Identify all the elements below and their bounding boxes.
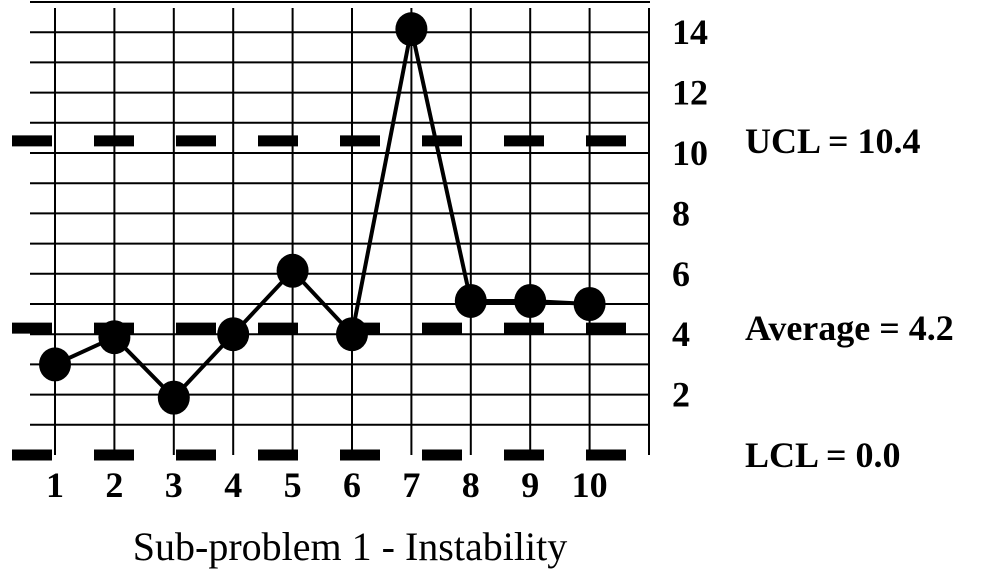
data-point [395, 12, 428, 47]
data-point [514, 283, 547, 318]
data-series [39, 12, 606, 415]
x-tick-label: 1 [46, 465, 64, 505]
data-point [39, 347, 71, 382]
data-point [98, 320, 131, 355]
control-limit-ucl-label: UCL = 10.4 [745, 121, 921, 161]
x-tick-label: 6 [343, 465, 361, 505]
data-point [454, 283, 487, 318]
y-tick-label: 12 [672, 73, 708, 113]
data-point [217, 317, 250, 352]
x-tick-label: 8 [462, 465, 480, 505]
y-tick-label: 14 [672, 12, 708, 52]
x-tick-label: 7 [402, 465, 420, 505]
chart-title: Sub-problem 1 - Instability [133, 524, 567, 569]
data-point [276, 253, 309, 288]
y-tick-label: 10 [672, 133, 708, 173]
y-tick-label: 2 [672, 375, 690, 415]
series-line [54, 28, 590, 401]
x-tick-label: 10 [572, 465, 608, 505]
y-tick-label: 8 [672, 193, 690, 233]
control-limit-lcl-label: LCL = 0.0 [745, 435, 901, 475]
grid [30, 1, 650, 455]
data-point [573, 287, 606, 321]
y-tick-label: 6 [672, 254, 690, 294]
control-limit-avg-label: Average = 4.2 [745, 308, 954, 348]
data-point [336, 317, 368, 352]
y-tick-label: 4 [672, 314, 690, 354]
x-tick-label: 5 [284, 465, 302, 505]
x-tick-label: 2 [105, 465, 123, 505]
x-tick-label: 4 [224, 465, 242, 505]
x-tick-label: 3 [165, 465, 183, 505]
x-tick-label: 9 [521, 465, 539, 505]
data-point [157, 380, 190, 415]
control-limit-lines: UCL = 10.4 Average = 4.2 LCL = 0.0 [12, 121, 954, 475]
